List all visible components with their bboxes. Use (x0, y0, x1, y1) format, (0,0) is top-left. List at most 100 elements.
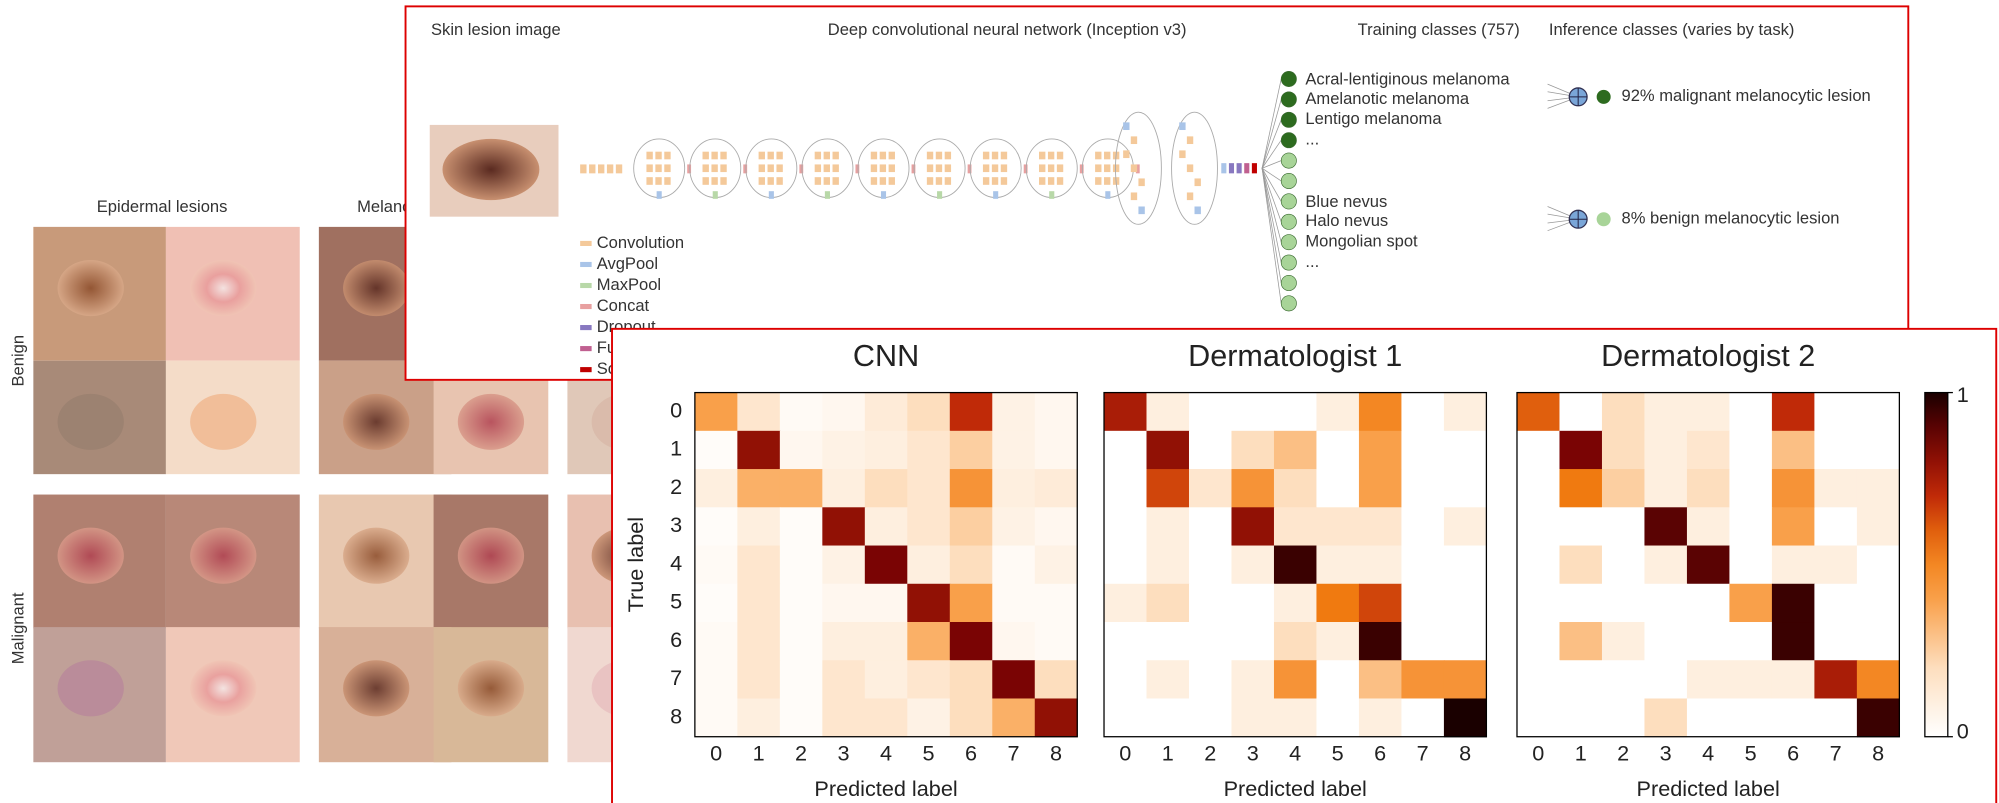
layer-block (814, 164, 822, 173)
y-tick-label: 4 (670, 550, 682, 575)
legend-label: MaxPool (597, 275, 661, 294)
layer-block (1049, 191, 1055, 199)
heatmap-cell (1516, 430, 1560, 470)
x-tick-label: 0 (1532, 740, 1544, 765)
heatmap-cell (1771, 392, 1815, 432)
heatmap-cell (1104, 583, 1148, 623)
legend-swatch (580, 325, 592, 331)
heatmap-cell (864, 392, 908, 432)
heatmap-cell (1814, 507, 1858, 547)
layer-block (711, 151, 718, 160)
heatmap-cell (1104, 507, 1148, 547)
chart-title: Dermatologist 1 (1188, 339, 1402, 373)
training-class: Halo nevus (1305, 211, 1388, 230)
colorbar-tick-label: 1 (1957, 382, 1969, 407)
heatmap-cell (822, 583, 866, 623)
lesion-photo (57, 660, 124, 717)
connection (1261, 168, 1282, 263)
layer-block (1179, 122, 1186, 131)
lesion-photo (343, 393, 410, 450)
x-tick-label: 6 (1787, 740, 1799, 765)
layer-block (1179, 150, 1186, 159)
heatmap-cell (1771, 660, 1815, 699)
heatmap-cell (1601, 545, 1645, 585)
heatmap-cell (1401, 392, 1445, 432)
heatmap-cell (1729, 469, 1773, 508)
heatmap-cell (992, 622, 1036, 661)
heatmap-cell (1729, 660, 1773, 699)
class-node (1596, 212, 1611, 227)
heatmap-cell (1644, 583, 1688, 623)
heatmap-cell (1034, 430, 1078, 470)
heatmap-cell (1188, 698, 1232, 738)
training-class: Blue nevus (1305, 192, 1387, 211)
connection (1261, 168, 1282, 243)
lesion-photo (343, 660, 410, 717)
heatmap-cell (1104, 545, 1148, 585)
heatmap-cell (907, 660, 951, 699)
heatmap-cell (1686, 660, 1730, 699)
heatmap-cell (1601, 622, 1645, 661)
layer-block (1123, 122, 1130, 131)
heatmap-cell (737, 430, 781, 470)
class-node (1280, 193, 1297, 210)
layer-block (646, 151, 653, 160)
heatmap-cell (779, 698, 823, 738)
layer-block (870, 164, 878, 173)
heatmap-cell (1856, 698, 1900, 738)
heatmap-cell (1443, 583, 1487, 623)
heatmap-cell (1771, 622, 1815, 661)
heatmap-cell (1856, 507, 1900, 547)
heatmap-cell (1231, 622, 1275, 661)
heatmap-cell (737, 507, 781, 547)
inception-module (1171, 111, 1218, 225)
heatmap-cell (694, 469, 738, 508)
layer-block (1236, 163, 1242, 174)
row-label: Benign (9, 335, 28, 387)
heatmap-cell (822, 622, 866, 661)
x-tick-label: 4 (1702, 740, 1714, 765)
heading: Inference classes (varies by task) (1549, 20, 1795, 39)
layer-block (1186, 192, 1194, 201)
heading: Skin lesion image (431, 20, 561, 39)
heatmap-cell (1644, 545, 1688, 585)
x-tick-label: 0 (1119, 740, 1131, 765)
heatmap-cell (1559, 430, 1603, 470)
heatmap-cell (1814, 660, 1858, 699)
layer-block (944, 151, 952, 160)
legend-label: Convolution (597, 233, 684, 252)
heatmap-cell (864, 430, 908, 470)
heatmap-cell (1644, 430, 1688, 470)
layer-block (1104, 151, 1111, 160)
heatmap-cell (1729, 507, 1773, 547)
heatmap-cell (1273, 622, 1317, 661)
legend-swatch (580, 282, 592, 289)
layer-block (982, 177, 990, 185)
heatmap-cell (1443, 507, 1487, 547)
x-tick-label: 7 (1830, 740, 1842, 765)
heatmap-cell (1316, 507, 1360, 547)
heatmap-cell (1358, 545, 1402, 585)
heatmap-cell (1443, 430, 1487, 470)
chart-title: Dermatologist 2 (1601, 339, 1815, 373)
layer-block (656, 191, 662, 199)
plot-frame (1103, 391, 1488, 738)
layer-block (1039, 164, 1046, 173)
heatmap-cell (1559, 583, 1603, 623)
heatmap-cell (1856, 430, 1900, 470)
layer-block (1251, 163, 1257, 174)
layer-block (664, 177, 671, 185)
layer-block (711, 177, 718, 185)
y-axis-label: True label (623, 517, 648, 613)
layer-block (926, 164, 934, 173)
heatmap-cell (1188, 583, 1232, 623)
heatmap-cell (1188, 392, 1232, 432)
heatmap-cell (1686, 583, 1730, 623)
heatmap-cell (864, 507, 908, 547)
heatmap-cell (992, 469, 1036, 508)
y-tick-label: 8 (670, 703, 682, 728)
heatmap-cell (1601, 430, 1645, 470)
heatmap-cell (694, 698, 738, 738)
heatmap-cell (1146, 545, 1190, 585)
